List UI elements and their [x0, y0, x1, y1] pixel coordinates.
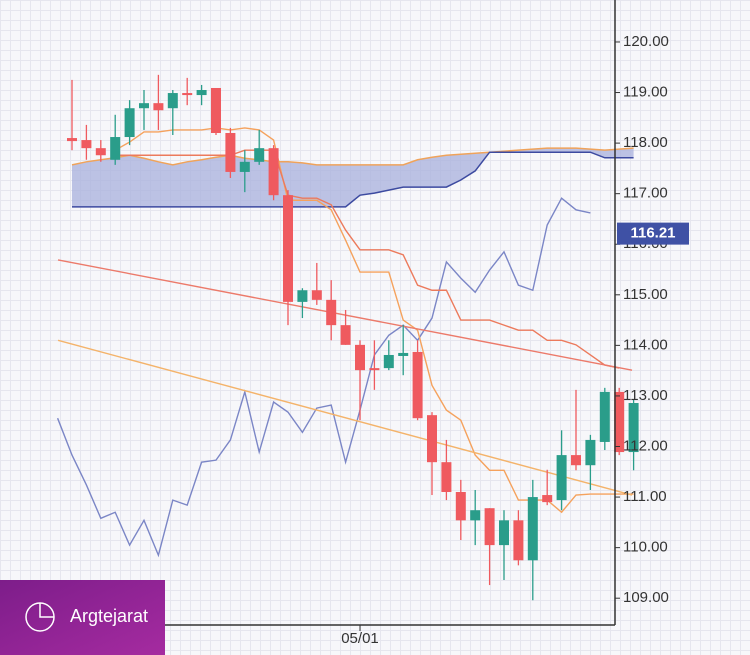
cloud-edge: [71, 147, 634, 166]
indicator-line: [57, 339, 633, 496]
candle-body: [441, 462, 452, 493]
y-tick-label: 119.00: [623, 84, 668, 101]
candle-body: [326, 299, 337, 326]
cloud-edge: [72, 151, 634, 208]
candle-body: [355, 344, 365, 371]
candle-body: [67, 138, 77, 142]
cloud-fill: [72, 148, 634, 207]
candle-body: [139, 103, 149, 109]
candle-body: [513, 520, 524, 561]
y-tick-label: 117.00: [623, 185, 668, 202]
y-tick-label: 120.00: [623, 33, 669, 50]
watermark-icon: [39, 603, 54, 618]
watermark: Argtejarat: [0, 580, 165, 655]
indicator-line: [56, 197, 591, 558]
y-tick-label: 109.00: [623, 589, 669, 606]
indicator-line: [115, 149, 620, 369]
watermark-text: Argtejarat: [70, 606, 148, 626]
candle-body: [542, 495, 553, 503]
candle-body: [311, 290, 322, 300]
candle-body: [167, 93, 178, 109]
candle-body: [211, 87, 221, 133]
candle-body: [527, 497, 538, 561]
candle-body: [599, 391, 610, 442]
y-tick-label: 112.00: [623, 437, 668, 454]
candle-body: [110, 137, 121, 160]
candle-body: [398, 352, 409, 356]
candle-body: [455, 492, 466, 521]
candle-body: [628, 403, 639, 453]
candle-body: [470, 510, 481, 521]
candle-body: [383, 354, 394, 369]
y-tick-label: 115.00: [623, 286, 668, 303]
candle-body: [239, 161, 250, 172]
last-price-tag: [617, 222, 689, 245]
candle-body: [427, 415, 437, 463]
candle-body: [585, 439, 596, 466]
candle-body: [196, 90, 207, 96]
candle-body: [81, 140, 92, 149]
candle-body: [95, 148, 106, 156]
candle-body: [340, 325, 351, 345]
candle-body: [297, 290, 308, 302]
candle-body: [614, 391, 625, 453]
y-tick-label: 113.00: [623, 387, 668, 404]
candle-body: [369, 368, 380, 371]
candle-body: [484, 508, 495, 546]
candle-body: [283, 195, 293, 302]
candle-body: [124, 108, 135, 138]
candle-body: [268, 148, 279, 196]
y-tick-label: 114.00: [623, 336, 668, 353]
candle-body: [182, 93, 193, 96]
candle-body: [412, 351, 423, 419]
y-tick-label: 110.00: [623, 539, 668, 556]
candle-body: [499, 520, 509, 546]
last-price-label: 116.21: [630, 225, 675, 242]
watermark-box: [0, 580, 165, 655]
y-tick-label: 118.00: [623, 134, 668, 151]
y-tick-label: 111.00: [623, 488, 667, 505]
x-tick-label: 05/01: [341, 630, 379, 647]
candle-body: [225, 132, 236, 172]
plot-area: [56, 74, 639, 601]
candle-body: [254, 148, 265, 162]
candle-body: [556, 455, 567, 501]
candle-body: [153, 103, 164, 111]
candle-body: [571, 455, 581, 466]
